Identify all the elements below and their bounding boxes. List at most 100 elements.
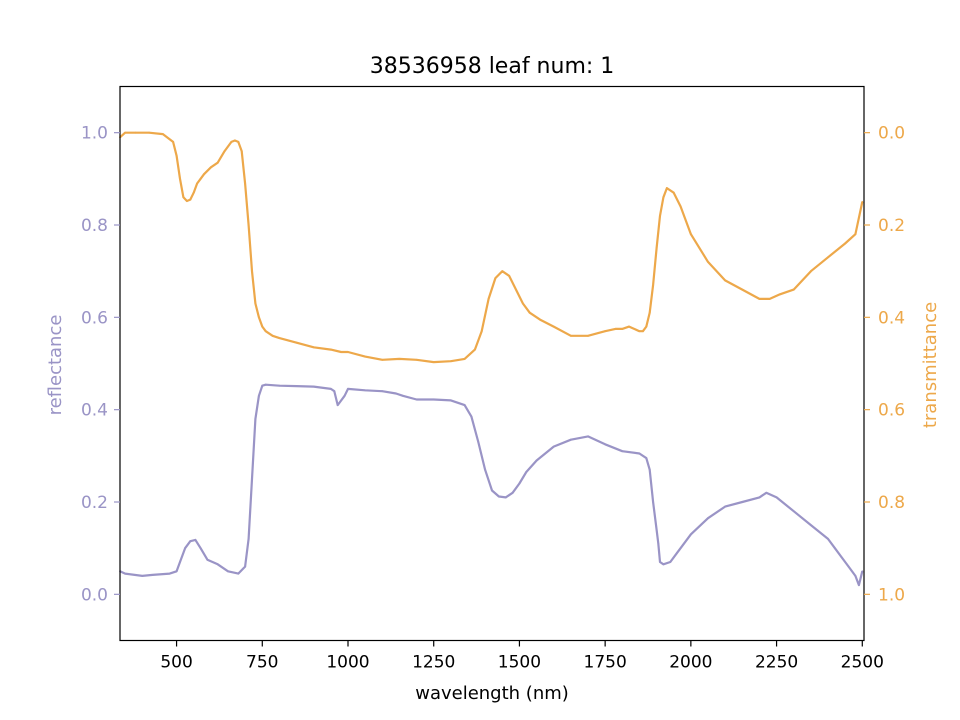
data-point-transmittance (450, 360, 452, 363)
data-point-reflectance (124, 572, 126, 575)
data-point-transmittance (522, 302, 524, 305)
data-point-transmittance (251, 270, 253, 273)
data-point-transmittance (347, 351, 349, 353)
x-tick-label: 1750 (584, 653, 627, 673)
data-point-transmittance (223, 150, 226, 153)
data-point-transmittance (501, 270, 504, 273)
series-layer (119, 131, 864, 587)
data-point-transmittance (515, 288, 517, 291)
data-point-transmittance (415, 358, 418, 361)
x-tick-label: 500 (160, 653, 192, 673)
data-point-reflectance (657, 542, 660, 545)
data-point-transmittance (192, 191, 195, 194)
data-point-reflectance (669, 561, 672, 563)
y-left-tick-label: 0.0 (81, 585, 108, 605)
data-point-transmittance (652, 284, 654, 286)
data-point-transmittance (645, 325, 648, 328)
data-point-transmittance (162, 133, 164, 136)
x-tick-label: 1500 (498, 653, 541, 673)
chart-title: 38536958 leaf num: 1 (370, 54, 615, 79)
data-point-transmittance (827, 256, 829, 259)
data-point-transmittance (364, 355, 366, 358)
data-point-reflectance (792, 510, 795, 513)
x-tick-label: 2500 (841, 653, 884, 673)
y-right-tick-label: 1.0 (878, 585, 905, 605)
data-point-transmittance (381, 358, 384, 361)
data-point-reflectance (336, 404, 339, 406)
data-point-reflectance (216, 563, 219, 566)
data-point-reflectance (741, 501, 744, 503)
y-right-tick-label: 0.8 (878, 493, 905, 513)
data-point-transmittance (278, 337, 281, 339)
data-point-reflectance (655, 528, 658, 531)
data-point-reflectance (151, 574, 154, 576)
data-point-transmittance (240, 150, 243, 153)
y-left-tick-label: 0.6 (81, 308, 108, 328)
data-point-reflectance (258, 394, 260, 397)
data-point-transmittance (203, 173, 205, 176)
y-left-tick-label: 0.8 (81, 216, 108, 236)
data-point-reflectance (470, 415, 473, 418)
data-point-transmittance (172, 141, 175, 143)
data-point-reflectance (237, 572, 240, 575)
data-point-reflectance (402, 394, 404, 397)
data-point-reflectance (765, 491, 768, 494)
data-point-transmittance (648, 311, 651, 314)
data-point-reflectance (381, 390, 384, 393)
data-point-reflectance (141, 575, 144, 577)
data-point-transmittance (261, 325, 264, 328)
data-point-reflectance (834, 547, 836, 550)
data-point-reflectance (251, 478, 253, 480)
data-point-reflectance (179, 561, 181, 563)
data-point-reflectance (676, 551, 678, 554)
x-tick-label: 750 (246, 653, 278, 673)
data-point-transmittance (628, 325, 630, 328)
data-point-transmittance (638, 330, 641, 333)
x-axis-label: wavelength (nm) (415, 683, 569, 704)
data-point-reflectance (810, 524, 812, 526)
data-point-transmittance (854, 233, 857, 236)
data-point-transmittance (844, 242, 846, 245)
data-point-transmittance (758, 298, 761, 300)
data-point-reflectance (194, 539, 197, 541)
plot-frame (119, 85, 865, 642)
data-point-reflectance (432, 398, 435, 401)
data-point-transmittance (179, 177, 181, 180)
data-point-transmittance (480, 330, 483, 333)
data-point-transmittance (741, 288, 744, 291)
data-point-reflectance (840, 556, 843, 559)
data-point-reflectance (264, 383, 267, 386)
data-point-reflectance (758, 496, 761, 499)
data-point-reflectance (395, 392, 397, 395)
data-point-transmittance (779, 293, 781, 296)
data-point-reflectance (206, 558, 209, 561)
data-point-reflectance (587, 435, 589, 438)
data-point-transmittance (186, 200, 188, 202)
data-point-transmittance (494, 277, 497, 279)
data-point-reflectance (261, 384, 264, 387)
data-point-reflectance (552, 445, 555, 448)
x-tick-label: 1250 (412, 653, 455, 673)
data-point-reflectance (645, 457, 648, 459)
data-point-transmittance (432, 361, 435, 363)
x-tick-label: 2000 (669, 653, 712, 673)
data-point-transmittance (672, 191, 675, 194)
y-right-tick-label: 0.4 (878, 308, 905, 328)
data-point-reflectance (775, 496, 778, 499)
data-point-transmittance (196, 182, 199, 185)
data-point-reflectance (343, 394, 346, 397)
data-point-transmittance (861, 201, 864, 203)
data-point-transmittance (230, 141, 233, 143)
data-point-transmittance (768, 298, 771, 300)
data-point-reflectance (652, 501, 654, 503)
data-point-reflectance (511, 491, 514, 494)
data-point-reflectance (662, 563, 665, 566)
data-point-reflectance (278, 384, 281, 387)
data-point-transmittance (528, 311, 531, 314)
data-point-transmittance (604, 330, 606, 333)
x-tick-label: 1000 (326, 653, 369, 673)
data-point-reflectance (858, 584, 860, 586)
data-point-reflectance (638, 452, 641, 455)
data-point-transmittance (254, 302, 257, 305)
data-point-transmittance (570, 334, 572, 337)
